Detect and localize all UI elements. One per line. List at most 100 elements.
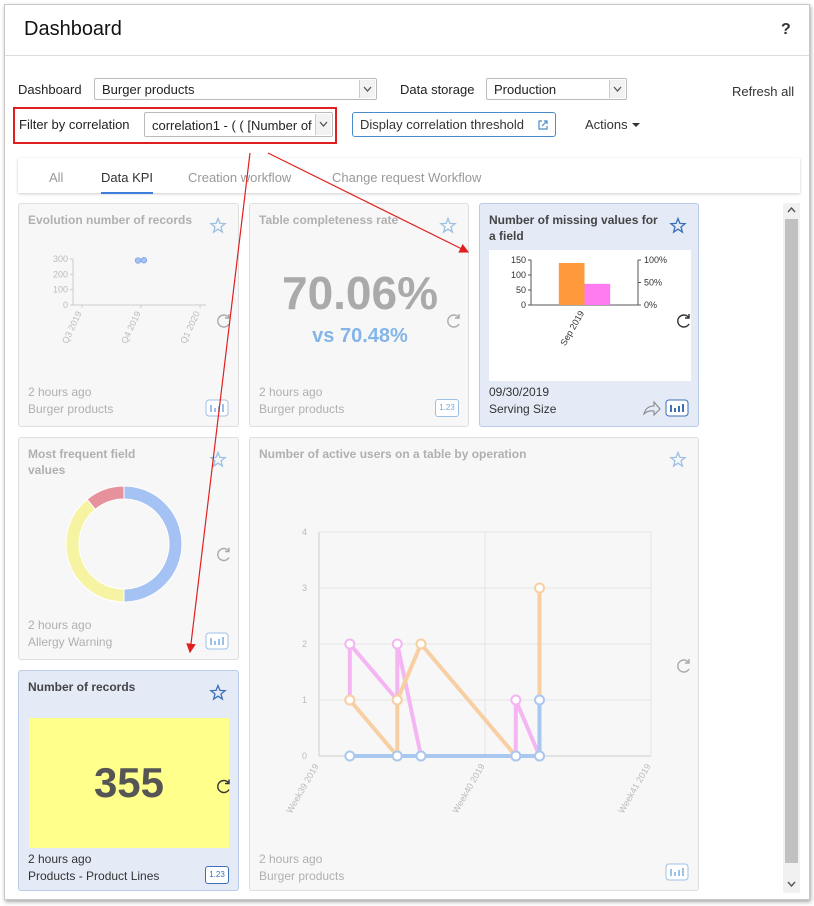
caret-icon (632, 123, 641, 127)
help-button[interactable]: ? (781, 21, 791, 38)
tab[interactable]: Creation workflow (188, 170, 292, 185)
favorite-star[interactable] (209, 683, 227, 701)
y-tick-label: 100 (53, 285, 68, 295)
select-arrow (359, 80, 375, 98)
card-time: 2 hours ago (28, 618, 92, 632)
y-tick-label: 0 (302, 751, 307, 761)
card-badge: 1.23 (435, 399, 459, 417)
y-tick-label: 0 (63, 300, 68, 310)
threshold-button[interactable]: Display correlation threshold (352, 112, 556, 137)
arrow-icon (363, 86, 372, 92)
favorite-star[interactable] (439, 216, 457, 234)
data-point (534, 582, 546, 594)
card-title: Evolution number of records (28, 213, 193, 227)
pie-slice (123, 485, 183, 603)
data-point (534, 694, 546, 706)
scroll-down[interactable] (787, 881, 796, 887)
x-tick-label: Q4 2019 (119, 310, 143, 346)
kpi-background (29, 718, 229, 848)
y-tick-label: 100 (511, 270, 526, 280)
data-point (344, 638, 356, 650)
storage-label: Data storage (400, 82, 475, 97)
x-tick-label: Week41 2019 (616, 762, 652, 815)
card-source: Products - Product Lines (28, 869, 160, 883)
dashboard-label: Dashboard (18, 82, 82, 97)
x-tick-label: Q1 2020 (178, 310, 202, 346)
data-point (391, 750, 403, 762)
card-time: 2 hours ago (28, 385, 92, 399)
y-tick-label: 200 (53, 269, 68, 279)
kpi-value: 70.06% (281, 267, 438, 319)
data-point (391, 694, 403, 706)
kpi-card[interactable]: Number of records 355 2 hours ago Produc… (18, 670, 239, 891)
card-time: 2 hours ago (259, 852, 323, 866)
data-point (344, 694, 356, 706)
data-point (140, 257, 148, 264)
dashboard-value: Burger products (102, 82, 195, 97)
chart: 0 100 200 300 Q3 2019 Q4 2019 Q1 2020 (53, 254, 206, 346)
data-point (534, 750, 546, 762)
y2-tick-label: 50% (644, 278, 662, 288)
kpi-card[interactable]: Evolution number of records 2 hours ago … (18, 203, 239, 427)
arrow-icon (613, 86, 622, 92)
card-title: Table completeness rate (259, 213, 399, 227)
data-point (510, 694, 522, 706)
card-source: Burger products (28, 402, 114, 416)
data-point (391, 638, 403, 650)
actions-menu[interactable]: Actions (585, 117, 641, 132)
y-tick-label: 300 (53, 254, 68, 264)
kpi-card[interactable]: Number of missing values for a field 09/… (479, 203, 699, 427)
filter-value: correlation1 - ( ( [Number of (152, 118, 312, 133)
card-time: 2 hours ago (259, 385, 323, 399)
x-tick-label: Q3 2019 (60, 310, 84, 346)
page-title: Dashboard (24, 18, 122, 40)
tab[interactable]: All (49, 170, 64, 185)
scroll-up[interactable] (787, 207, 796, 213)
refresh-all[interactable]: Refresh all (732, 84, 795, 99)
y-tick-label: 0 (521, 300, 526, 310)
data-point (510, 750, 522, 762)
y2-tick-label: 100% (644, 255, 667, 265)
kpi-value: 355 (93, 759, 165, 806)
kpi-card[interactable]: Number of active users on a table by ope… (249, 437, 699, 891)
scrollbar[interactable] (783, 203, 800, 893)
card-source: Burger products (259, 402, 345, 416)
filter-select[interactable]: correlation1 - ( ( [Number of (144, 112, 333, 137)
card-title: Number of missing values for a field (489, 213, 658, 243)
data-point (415, 638, 427, 650)
chart-area (489, 250, 691, 381)
bar (584, 283, 611, 305)
dashboard-select[interactable]: Burger products (94, 78, 377, 100)
storage-select[interactable]: Production (486, 78, 627, 100)
threshold-label: Display correlation threshold (360, 117, 525, 132)
card-time: 09/30/2019 (489, 385, 550, 399)
chart: 0 50 100 150 0% 50% 100% Sep 2019 (511, 255, 667, 347)
storage-value: Production (494, 82, 557, 97)
y2-tick-label: 0% (644, 300, 657, 310)
scroll-thumb[interactable] (785, 219, 798, 863)
card-time: 2 hours ago (28, 852, 92, 866)
chart: 0 1 2 3 4 Week39 2019 Week40 2019 Week41 2019 (284, 527, 652, 815)
tab[interactable]: Change request Workflow (332, 170, 482, 185)
data-point (344, 750, 356, 762)
bar (558, 263, 585, 305)
tab[interactable]: Data KPI (101, 170, 154, 194)
select-arrow (609, 80, 625, 98)
series-line (348, 588, 542, 758)
card-badge: 1.23 (205, 866, 229, 884)
pie-slice (86, 485, 125, 511)
pie-slice (65, 498, 125, 603)
kpi-card[interactable]: Most frequent field values 2 hours ago A… (18, 437, 239, 660)
card-title: Most frequent field values (28, 447, 136, 477)
series-line (349, 700, 542, 758)
separator (5, 55, 809, 56)
data-point (415, 750, 427, 762)
filter-label: Filter by correlation (19, 117, 130, 132)
select-arrow (315, 114, 331, 135)
y-tick-label: 2 (302, 639, 307, 649)
kpi-card[interactable]: Table completeness rate 70.06% vs 70.48%… (249, 203, 469, 427)
x-tick-label: Week40 2019 (450, 762, 486, 815)
arrow-icon (319, 121, 328, 127)
y-tick-label: 3 (302, 583, 307, 593)
